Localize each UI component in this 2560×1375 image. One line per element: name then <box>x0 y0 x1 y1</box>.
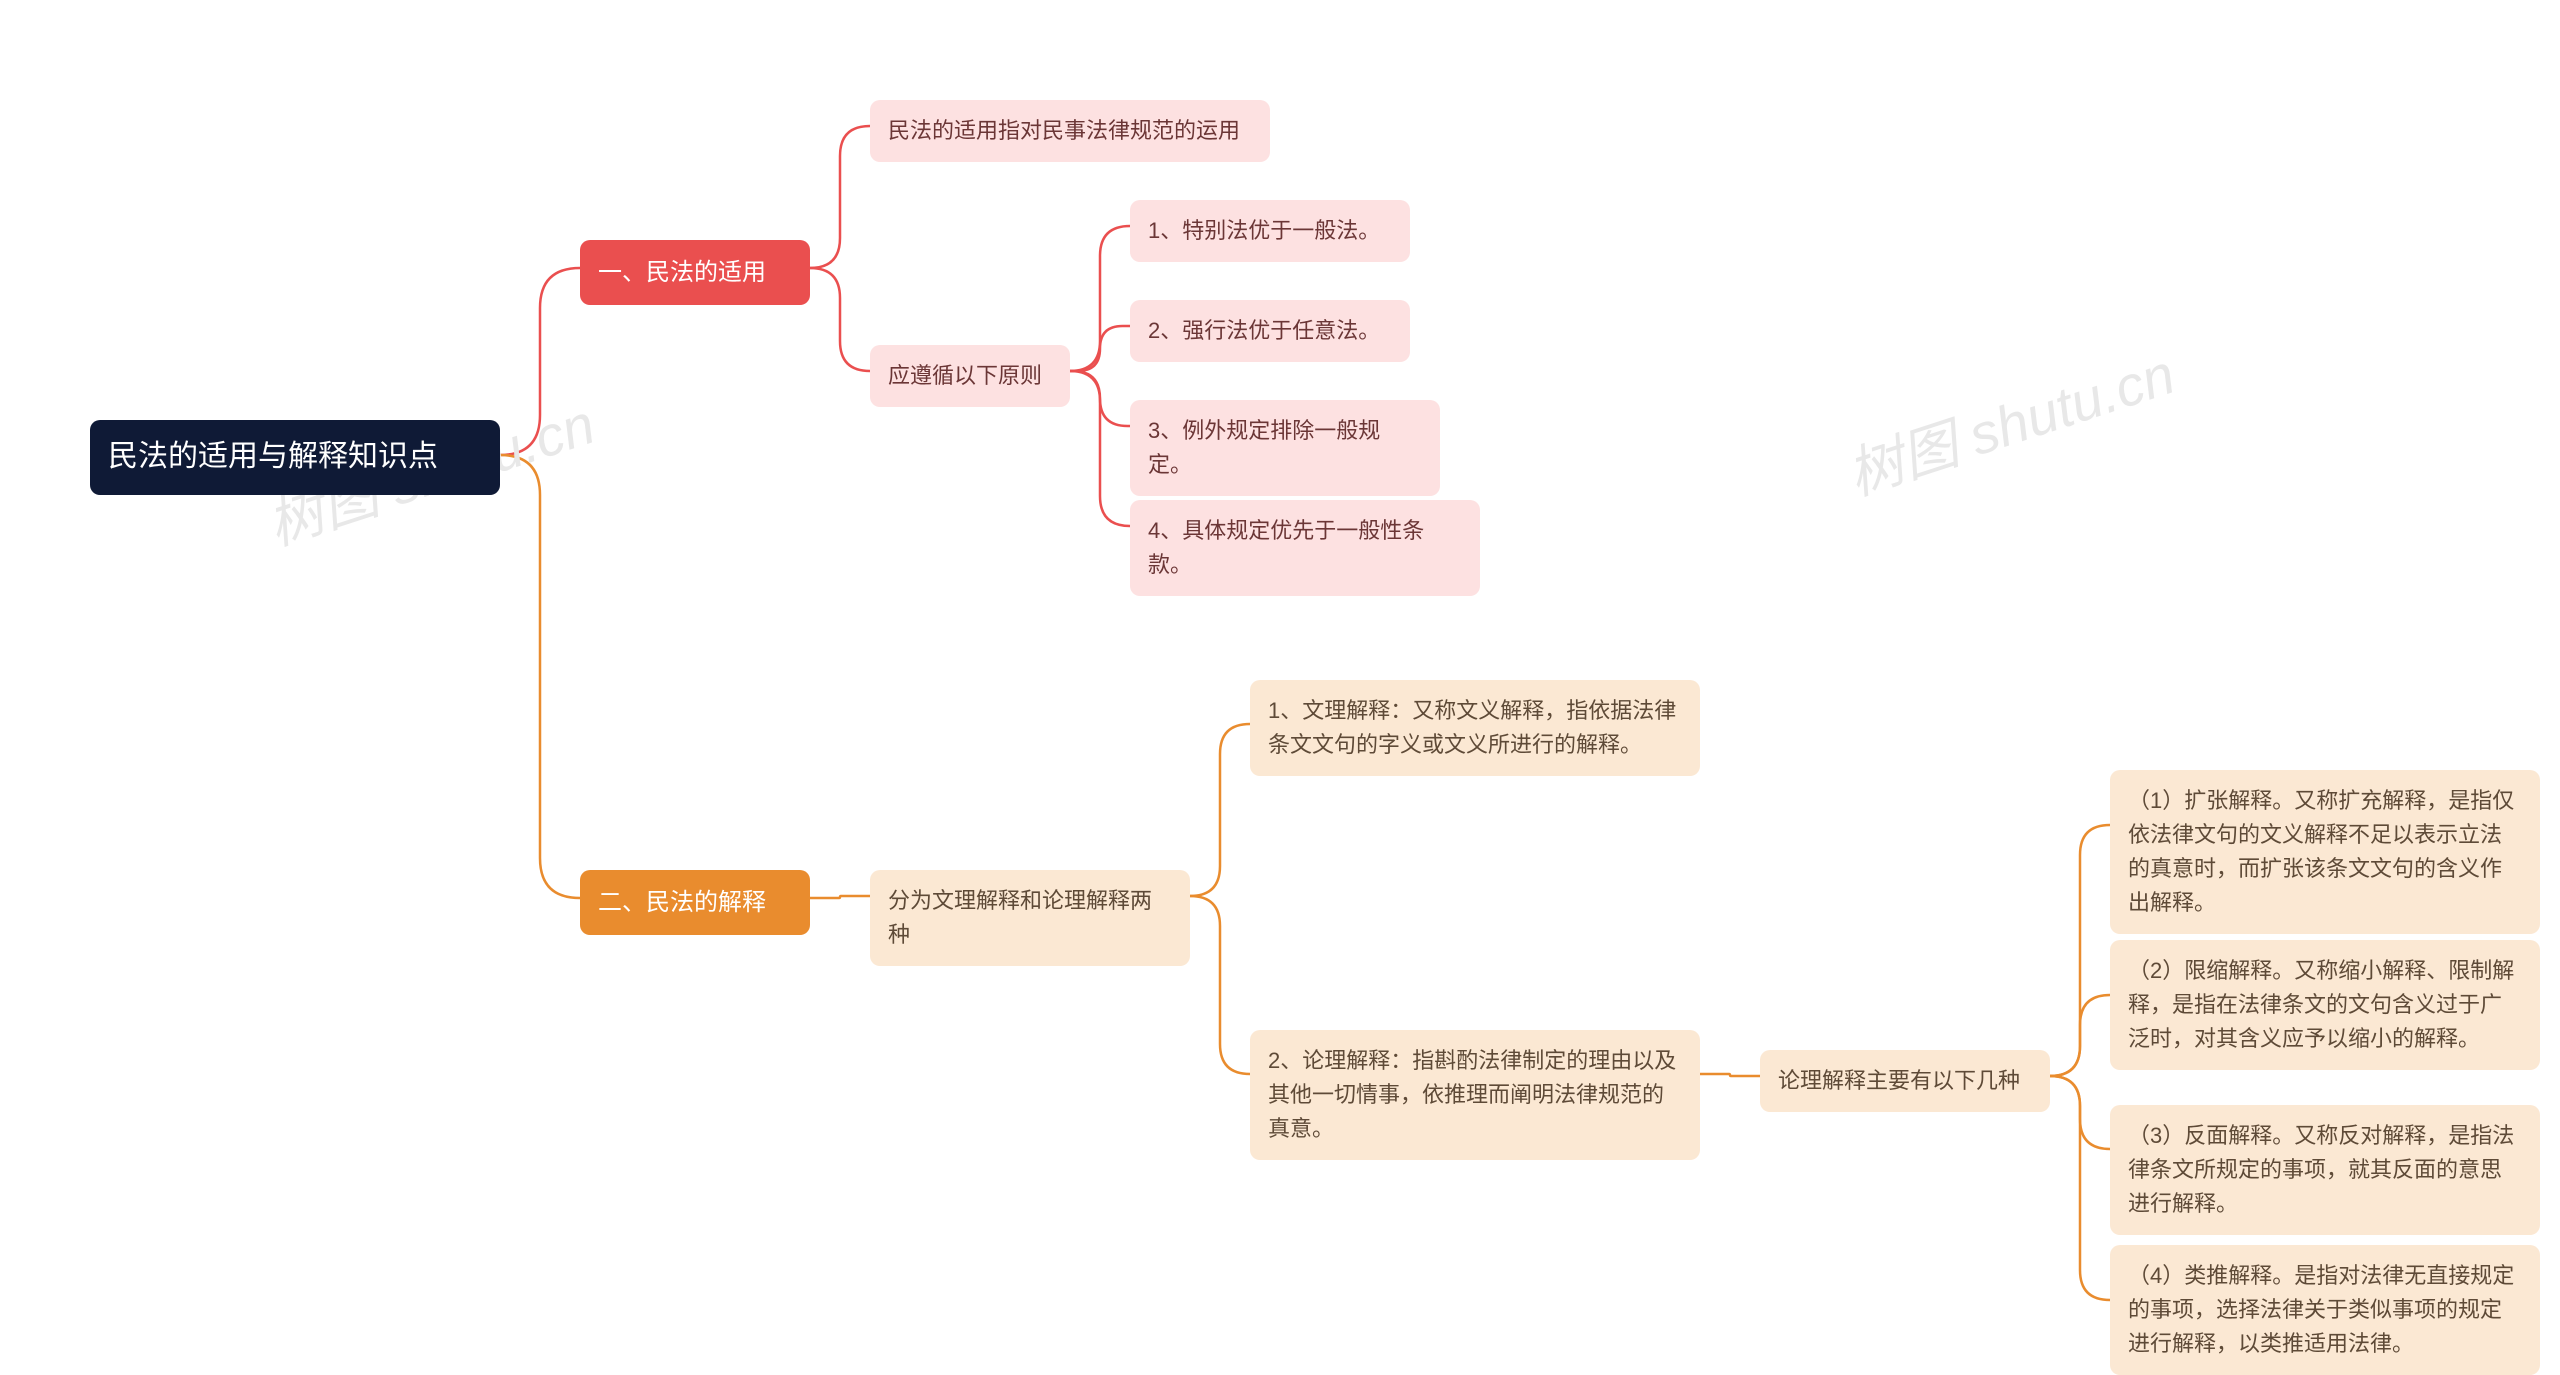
mindmap-node: （4）类推解释。是指对法律无直接规定的事项，选择法律关于类似事项的规定进行解释，… <box>2110 1245 2540 1375</box>
mindmap-edge <box>2050 995 2110 1076</box>
mindmap-edge <box>500 268 580 455</box>
mindmap-edge <box>2050 1076 2110 1149</box>
mindmap-node: 论理解释主要有以下几种 <box>1760 1050 2050 1112</box>
mindmap-node: 一、民法的适用 <box>580 240 810 305</box>
mindmap-edge <box>1190 896 1250 1074</box>
mindmap-edge <box>1190 724 1250 896</box>
mindmap-node: 分为文理解释和论理解释两种 <box>870 870 1190 966</box>
mindmap-canvas: 树图 shutu.cn 树图 shutu.cn 民法的适用与解释知识点一、民法的… <box>0 0 2560 1338</box>
mindmap-edge <box>1070 226 1130 371</box>
mindmap-node: 二、民法的解释 <box>580 870 810 935</box>
mindmap-edge <box>810 896 870 898</box>
mindmap-edge <box>810 268 870 371</box>
mindmap-edge <box>1070 371 1130 426</box>
mindmap-node: 4、具体规定优先于一般性条款。 <box>1130 500 1480 596</box>
mindmap-node: 2、论理解释：指斟酌法律制定的理由以及其他一切情事，依推理而阐明法律规范的真意。 <box>1250 1030 1700 1160</box>
mindmap-node: 1、文理解释：又称文义解释，指依据法律条文文句的字义或文义所进行的解释。 <box>1250 680 1700 776</box>
mindmap-node: （1）扩张解释。又称扩充解释，是指仅依法律文句的文义解释不足以表示立法的真意时，… <box>2110 770 2540 934</box>
mindmap-node: 2、强行法优于任意法。 <box>1130 300 1410 362</box>
mindmap-edge <box>810 126 870 268</box>
mindmap-node: （2）限缩解释。又称缩小解释、限制解释，是指在法律条文的文句含义过于广泛时，对其… <box>2110 940 2540 1070</box>
mindmap-node: 1、特别法优于一般法。 <box>1130 200 1410 262</box>
mindmap-edge <box>1700 1074 1760 1076</box>
mindmap-edge <box>1070 371 1130 526</box>
mindmap-node: 应遵循以下原则 <box>870 345 1070 407</box>
mindmap-edge <box>500 455 580 898</box>
mindmap-edge <box>1070 326 1130 371</box>
mindmap-node: 3、例外规定排除一般规定。 <box>1130 400 1440 496</box>
mindmap-edge <box>2050 1076 2110 1300</box>
watermark: 树图 shutu.cn <box>1836 330 2184 512</box>
mindmap-edge <box>2050 825 2110 1076</box>
mindmap-node: （3）反面解释。又称反对解释，是指法律条文所规定的事项，就其反面的意思进行解释。 <box>2110 1105 2540 1235</box>
mindmap-node: 民法的适用与解释知识点 <box>90 420 500 495</box>
mindmap-node: 民法的适用指对民事法律规范的运用 <box>870 100 1270 162</box>
